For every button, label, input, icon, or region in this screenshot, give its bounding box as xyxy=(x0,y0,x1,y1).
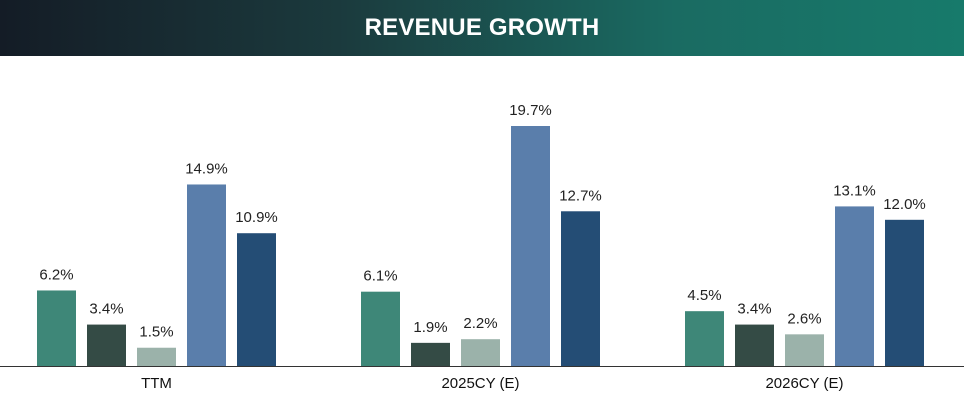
bar-4-2 xyxy=(511,126,550,366)
bar-3-3 xyxy=(785,334,824,366)
category-labels-group: TTM 2025CY (E) 2026CY (E) xyxy=(141,375,843,392)
value-label-1-2: 6.1% xyxy=(363,268,397,285)
bar-3-2 xyxy=(461,339,500,366)
value-label-4-3: 13.1% xyxy=(833,182,876,199)
value-label-3-3: 2.6% xyxy=(787,310,821,327)
value-label-1-1: 6.2% xyxy=(39,266,73,283)
category-label-1: TTM xyxy=(141,375,172,392)
value-label-4-1: 14.9% xyxy=(185,160,228,177)
value-label-2-3: 3.4% xyxy=(737,301,771,318)
bar-1-1 xyxy=(37,290,76,366)
value-label-5-2: 12.7% xyxy=(559,187,602,204)
value-label-2-2: 1.9% xyxy=(413,319,447,336)
chart-title: REVENUE GROWTH xyxy=(364,14,600,41)
bar-5-2 xyxy=(561,211,600,366)
bar-2-3 xyxy=(735,324,774,366)
bar-5-3 xyxy=(885,219,924,366)
category-label-3: 2026CY (E) xyxy=(765,375,843,392)
value-label-3-2: 2.2% xyxy=(463,315,497,332)
bar-chart: 6.2% 3.4% 1.5% 14.9% 10.9% 6.1% 1.9% 2.2% 19.7% 1… xyxy=(0,102,964,392)
value-label-3-1: 1.5% xyxy=(139,324,173,341)
value-labels-group: 6.2% 3.4% 1.5% 14.9% 10.9% 6.1% 1.9% 2.2% 19.7% 1… xyxy=(39,102,925,341)
bar-2-1 xyxy=(87,324,126,366)
bars-group xyxy=(37,126,924,366)
bar-2-2 xyxy=(411,342,450,366)
bar-4-1 xyxy=(187,184,226,366)
value-label-5-1: 10.9% xyxy=(235,209,278,226)
chart-header: REVENUE GROWTH xyxy=(0,0,964,56)
bar-5-1 xyxy=(237,233,276,366)
value-label-2-1: 3.4% xyxy=(89,301,123,318)
bar-3-1 xyxy=(137,347,176,366)
category-label-2: 2025CY (E) xyxy=(441,375,519,392)
bar-4-3 xyxy=(835,206,874,366)
bar-1-2 xyxy=(361,291,400,366)
bar-1-3 xyxy=(685,311,724,366)
value-label-1-3: 4.5% xyxy=(687,287,721,304)
value-label-5-3: 12.0% xyxy=(883,196,926,213)
value-label-4-2: 19.7% xyxy=(509,102,552,119)
